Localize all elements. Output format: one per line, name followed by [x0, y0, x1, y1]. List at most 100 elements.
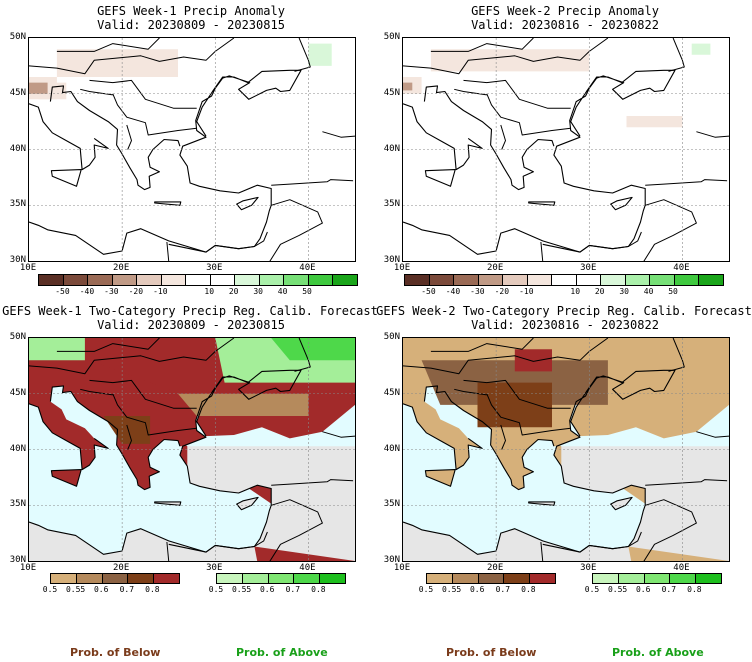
anomaly-patch [626, 116, 683, 128]
colorbar-swatch [576, 275, 602, 285]
colorbar-swatch [674, 275, 700, 285]
country-border [126, 124, 132, 150]
country-border [540, 241, 544, 261]
colorbar-swatch [478, 574, 505, 583]
colorbar-tick-label: 20 [594, 287, 605, 296]
coastline [50, 169, 82, 187]
lon-tick-label: 30E [580, 263, 597, 273]
colorbar-tick-label: 50 [302, 287, 312, 296]
coastline [424, 169, 456, 187]
lon-tick-label: 20E [113, 263, 130, 273]
colorbar-swatch [644, 574, 671, 583]
coastline [610, 196, 633, 211]
colorbar-swatch [503, 275, 528, 285]
colorbar-swatch [601, 275, 626, 285]
country-border [645, 179, 728, 186]
country-border [322, 431, 355, 438]
panel-4-below-label: Prob. of Below [446, 646, 537, 659]
lat-tick-label: 30N [9, 255, 26, 265]
country-border [322, 131, 355, 138]
country-border [403, 38, 609, 75]
colorbar-swatch [527, 275, 553, 285]
panel-4-above-label: Prob. of Above [612, 646, 704, 659]
prob-colorbar-tick-label: 0.6 [469, 585, 485, 594]
colorbar-swatch [294, 574, 321, 583]
lon-tick-label: 10E [393, 563, 411, 573]
panel-3-map [28, 337, 356, 562]
colorbar-tick-label: 30 [253, 287, 263, 296]
country-border [112, 93, 197, 136]
panel-2-anomaly-colorbar [404, 274, 724, 286]
prob-colorbar-tick-label: 0.55 [607, 585, 628, 594]
prob-colorbar-tick-label: 0.8 [311, 585, 326, 594]
lat-tick-label: 45N [9, 387, 26, 398]
country-border [696, 131, 729, 138]
lat-tick-label: 45N [383, 387, 400, 398]
anomaly-patch [29, 82, 48, 94]
colorbar-swatch [333, 275, 357, 285]
colorbar-tick-label: -50 [55, 287, 70, 296]
prob-block-green [271, 338, 355, 361]
coastline [403, 103, 483, 171]
colorbar-swatch [63, 275, 89, 285]
colorbar-swatch [593, 574, 619, 583]
colorbar-swatch [427, 574, 453, 583]
coastline [423, 85, 555, 191]
lon-tick-label: 30E [206, 263, 223, 273]
lat-tick-label: 45N [383, 87, 400, 98]
panel-4-map [402, 337, 730, 562]
lat-tick-label: 40N [9, 143, 26, 154]
panel-3-title: GEFS Week-1 Two-Category Precip Reg. Cal… [2, 304, 378, 318]
sicily [425, 469, 456, 487]
colorbar-swatch [454, 275, 479, 285]
coastline [403, 521, 629, 555]
lon-tick-label: 30E [206, 563, 223, 573]
lat-tick-label: 50N [9, 32, 26, 42]
country-border [254, 231, 268, 247]
lat-tick-label: 30N [9, 555, 26, 565]
lon-tick-label: 10E [393, 263, 411, 273]
prob-colorbar-tick-label: 0.5 [208, 585, 224, 594]
prob-colorbar-tick-label: 0.6 [93, 585, 109, 594]
prob-block [514, 349, 552, 372]
colorbar-swatch [242, 574, 269, 583]
prob-colorbar-tick-label: 0.6 [259, 585, 275, 594]
panel-3-above-label: Prob. of Above [236, 646, 328, 659]
country-border [463, 379, 571, 409]
anomaly-patch [691, 43, 711, 55]
country-border [271, 479, 354, 486]
country-border [126, 424, 132, 450]
lat-tick-label: 35N [9, 499, 26, 510]
coastline [49, 385, 181, 491]
lon-tick-label: 10E [19, 563, 37, 573]
coastline [528, 501, 556, 506]
lat-tick-label: 45N [9, 87, 26, 98]
colorbar-tick-label: -30 [470, 287, 485, 296]
country-border [486, 393, 571, 436]
colorbar-swatch [259, 275, 285, 285]
panel-3-below-colorbar [50, 573, 180, 584]
colorbar-swatch [699, 275, 723, 285]
country-border [540, 541, 544, 561]
lon-tick-label: 20E [487, 563, 504, 573]
anomaly-patch [403, 82, 413, 91]
coastline [154, 501, 182, 506]
colorbar-swatch [128, 574, 155, 583]
panel-2-map [402, 37, 730, 262]
prob-colorbar-tick-label: 0.7 [661, 585, 677, 594]
prob-colorbar-tick-label: 0.6 [635, 585, 651, 594]
coastline [29, 403, 109, 471]
panel-4-title: GEFS Week-2 Two-Category Precip Reg. Cal… [376, 304, 752, 318]
country-border [254, 531, 268, 547]
land-area [29, 338, 206, 490]
coastline [423, 385, 555, 491]
colorbar-swatch [268, 574, 295, 583]
colorbar-tick-label: 40 [643, 287, 654, 296]
coastline [154, 201, 182, 206]
coastline [542, 369, 676, 553]
coastline [528, 201, 556, 206]
country-border [29, 38, 235, 75]
country-border [668, 338, 685, 372]
colorbar-tick-label: -40 [79, 287, 95, 296]
colorbar-swatch [210, 275, 236, 285]
